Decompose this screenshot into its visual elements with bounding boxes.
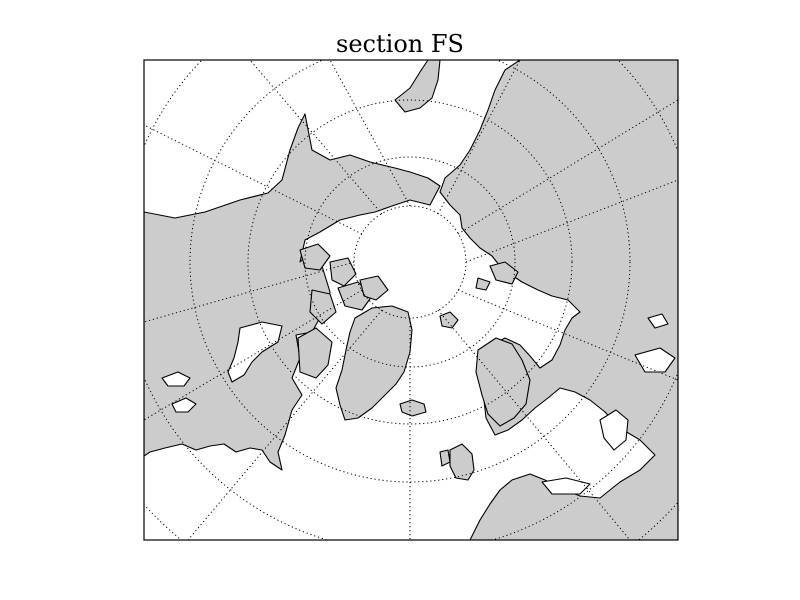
graticule-lat-60 [247,99,573,425]
map-frame [143,59,679,541]
meridian-120e [457,99,678,235]
land-arctic-island-5 [359,275,389,301]
map-title: section FS [336,30,464,58]
meridian-120w [144,124,363,235]
land-franz-josef [475,277,491,291]
land-ireland [439,449,451,467]
land-north-america [144,113,441,471]
land-chukotka [394,60,441,113]
water-lake-eurasia-2 [541,477,591,495]
land-great-britain [449,443,475,481]
land-svalbard [439,311,459,329]
meridian-150e [437,60,521,215]
water-caspian [599,409,629,451]
graticule-lat-50 [189,60,631,483]
land-arctic-island-4 [309,289,337,325]
meridian-150w [249,60,383,215]
water-lake-2 [171,397,197,413]
land-arctic-island-1 [299,243,331,271]
water-lake-eurasia-1 [634,347,676,373]
land-baffin-island [297,327,333,379]
graticule [144,60,678,540]
water-lake-eurasia-3 [647,313,669,329]
land-scandinavia [475,337,531,427]
meridian-90w [144,261,355,323]
land-greenland [335,305,413,421]
water-hudson-bay [227,321,283,383]
land-iceland [399,399,427,417]
land-arctic-island-2 [329,257,357,287]
land-novaya-zemlya [489,261,519,285]
water-lake-1 [161,371,191,387]
land-masses [144,60,678,540]
